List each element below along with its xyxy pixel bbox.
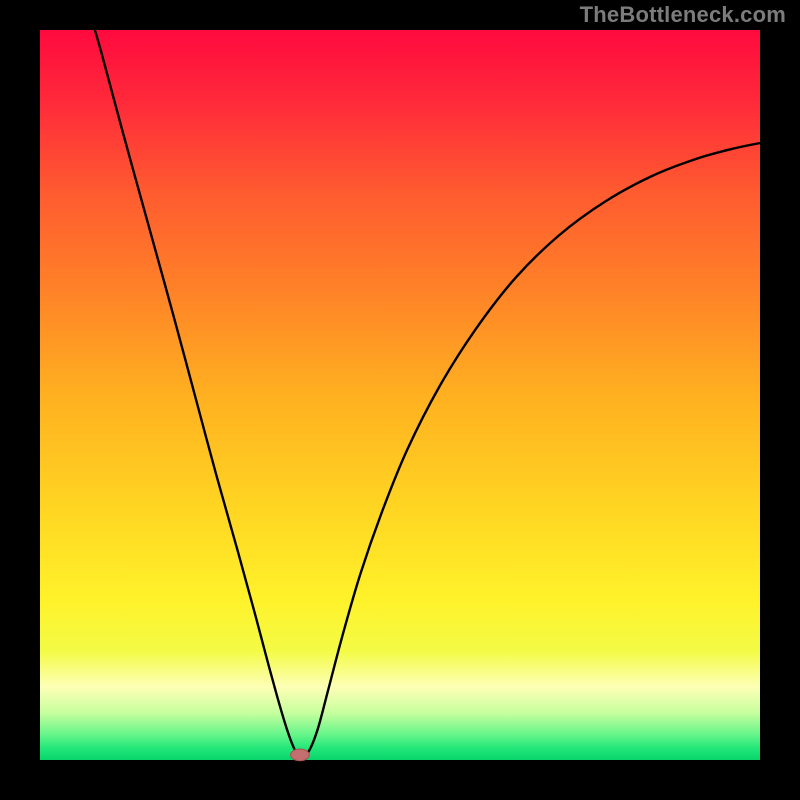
watermark-text: TheBottleneck.com (580, 2, 786, 28)
chart-stage: TheBottleneck.com (0, 0, 800, 800)
chart-svg (0, 0, 800, 800)
minimum-marker (291, 749, 310, 761)
plot-background (40, 30, 760, 760)
